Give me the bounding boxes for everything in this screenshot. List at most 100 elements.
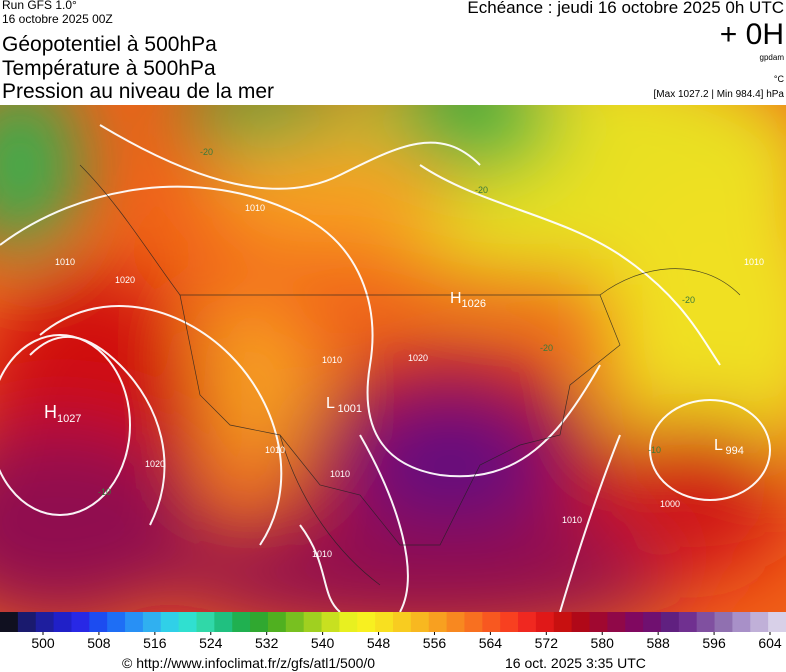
- temperature-label: -20: [540, 343, 553, 353]
- color-swatch: [0, 612, 19, 632]
- tick-label: 548: [367, 635, 391, 651]
- tick-label: 588: [646, 635, 670, 651]
- isobar-label: 1010: [55, 257, 75, 267]
- tick-label: 564: [479, 635, 503, 651]
- tick-label: 532: [255, 635, 279, 651]
- tick-label: 572: [535, 635, 559, 651]
- color-swatch: [71, 612, 90, 632]
- color-swatch: [696, 612, 716, 632]
- run-date: 16 octobre 2025 00Z: [2, 12, 113, 26]
- color-swatch: [607, 612, 626, 632]
- isobar-label: 1020: [115, 275, 135, 285]
- isobar-label: 1010: [265, 445, 285, 455]
- color-swatch: [107, 612, 126, 632]
- pressure-value: 1001: [338, 403, 362, 415]
- field: [0, 105, 786, 612]
- isobar-label: 1010: [562, 515, 582, 525]
- color-swatch: [660, 612, 680, 632]
- color-swatch: [500, 612, 519, 632]
- color-swatch: [768, 612, 786, 632]
- color-swatch: [750, 612, 769, 632]
- run-label: Run GFS 1.0°: [2, 0, 77, 12]
- temperature-label: -20: [200, 147, 213, 157]
- color-swatch: [625, 612, 644, 632]
- color-swatch: [589, 612, 608, 632]
- color-swatch: [214, 612, 233, 632]
- pressure-value: 994: [726, 445, 744, 457]
- color-swatch: [17, 612, 37, 632]
- color-swatch: [482, 612, 501, 632]
- title-3: Pression au niveau de la mer: [2, 80, 274, 103]
- temperature-label: -10: [98, 487, 111, 497]
- isobar-label: 1010: [322, 355, 342, 365]
- color-swatch: [196, 612, 215, 632]
- tick-label: 596: [702, 635, 726, 651]
- tick-label: 500: [31, 635, 55, 651]
- borders: [79, 164, 741, 586]
- isobar-label: 1020: [145, 459, 165, 469]
- tick-label: 508: [87, 635, 111, 651]
- pressure-value: 1027: [57, 413, 81, 425]
- color-swatch: [643, 612, 662, 632]
- color-swatch: [267, 612, 287, 632]
- tick-label: 540: [311, 635, 335, 651]
- isobar-label: 1000: [660, 499, 680, 509]
- color-swatch: [125, 612, 144, 632]
- temperature-label: -20: [682, 295, 695, 305]
- isobar-label: 1010: [245, 203, 265, 213]
- max-min: [Max 1027.2 | Min 984.4] hPa: [653, 89, 784, 100]
- title-1: Géopotentiel à 500hPa: [2, 33, 217, 56]
- tick-label: 604: [758, 635, 782, 651]
- title-2: Température à 500hPa: [2, 57, 216, 80]
- footer-source: © http://www.infoclimat.fr/z/gfs/atl1/50…: [122, 655, 376, 671]
- color-swatch: [410, 612, 430, 632]
- unit-celsius: °C: [773, 74, 784, 84]
- isobar-label: 1010: [744, 257, 764, 267]
- echeance: Echéance : jeudi 16 octobre 2025 0h UTC: [467, 0, 784, 17]
- color-swatch: [446, 612, 465, 632]
- tick-label: 524: [199, 635, 223, 651]
- tick-label: 556: [423, 635, 447, 651]
- pressure-letter: H: [44, 402, 57, 422]
- color-swatch: [518, 612, 537, 632]
- unit-gpdam: gpdam: [759, 53, 784, 62]
- isobars: [0, 124, 771, 612]
- pressure-letter: L: [714, 437, 723, 454]
- lead-time: + 0H: [719, 18, 784, 51]
- color-swatch: [321, 612, 340, 632]
- colorbar: 500 508 516 524 532 540 548 556 564 572 580 588 596 6…: [0, 612, 786, 651]
- color-swatch: [428, 612, 448, 632]
- color-swatch: [285, 612, 305, 632]
- pressure-letter: H: [450, 290, 462, 307]
- tick-label: 516: [143, 635, 167, 651]
- color-swatch: [375, 612, 394, 632]
- color-swatch: [339, 612, 358, 632]
- color-swatch: [535, 612, 555, 632]
- color-swatch: [160, 612, 180, 632]
- isobar-label: 1010: [330, 469, 350, 479]
- pressure-letter: L: [326, 395, 335, 412]
- color-swatch: [53, 612, 72, 632]
- color-swatch: [714, 612, 733, 632]
- color-swatch: [553, 612, 573, 632]
- color-swatch: [393, 612, 412, 632]
- color-swatch: [357, 612, 376, 632]
- color-swatch: [303, 612, 323, 632]
- color-swatch: [464, 612, 483, 632]
- color-swatch: [571, 612, 590, 632]
- color-swatch: [178, 612, 197, 632]
- color-swatch: [232, 612, 251, 632]
- color-swatch: [732, 612, 751, 632]
- color-swatch: [678, 612, 698, 632]
- isobar-label: 1020: [408, 353, 428, 363]
- temperature-label: -20: [475, 185, 488, 195]
- footer-generated: 16 oct. 2025 3:35 UTC: [505, 655, 646, 671]
- color-swatch: [142, 612, 162, 632]
- isobar-label: 1010: [312, 549, 332, 559]
- color-swatch: [89, 612, 108, 632]
- color-swatch: [35, 612, 55, 632]
- pressure-value: 1026: [462, 298, 486, 310]
- temperature-label: -10: [648, 445, 661, 455]
